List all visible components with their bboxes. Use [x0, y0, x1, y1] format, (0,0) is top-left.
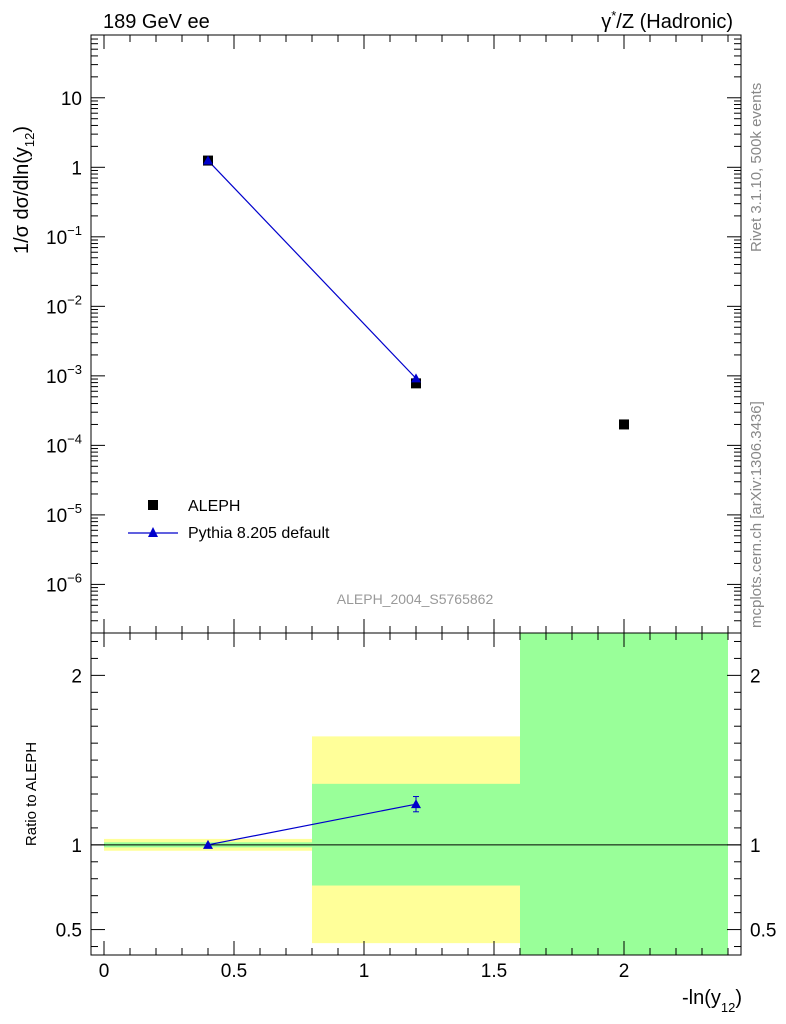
header-left-label: 189 GeV ee — [103, 11, 210, 33]
legend-aleph-label: ALEPH — [188, 498, 240, 515]
main-data-marks — [203, 155, 629, 430]
legend: ALEPH Pythia 8.205 default — [128, 498, 330, 542]
pythia-line — [207, 160, 417, 379]
ratio-x-tick-label: 1.5 — [481, 961, 507, 982]
main-panel: 10 1 10−1 10−2 10−3 10−4 10−5 10−6 1/σ dσ/dln(y… — [11, 34, 742, 634]
ratio-x-ticks: 0 0.5 1 1.5 2 — [99, 633, 729, 982]
legend-pythia-label: Pythia 8.205 default — [188, 525, 330, 542]
ratio-pythia-line — [207, 803, 417, 846]
ratio-x-tick-label: 2 — [619, 961, 630, 982]
legend-pythia-marker — [148, 527, 158, 537]
mcplots-url-label: mcplots.cern.ch [arXiv:1306.3436] — [748, 401, 765, 628]
pythia-point — [203, 155, 213, 165]
aleph-point — [411, 378, 421, 389]
main-y-tick-label: 10−2 — [46, 292, 82, 318]
ratio-y-tick-label-right: 1 — [750, 836, 761, 857]
ratio-x-tick-label: 0 — [99, 961, 110, 982]
ratio-frame — [90, 632, 742, 956]
main-y-tick-label: 10 — [61, 89, 82, 110]
main-y-tick-label: 10−4 — [46, 431, 82, 457]
ratio-panel: 0.5 0.5 1 1 2 2 0 0.5 1 1.5 2 Ratio to ALEPH -ln(… — [23, 632, 776, 1015]
ratio-bands — [104, 633, 728, 955]
main-y-ticks: 10 1 10−1 10−2 10−3 10−4 10−5 10−6 — [46, 34, 741, 634]
ratio-y-axis-label: Ratio to ALEPH — [23, 742, 40, 846]
ratio-y-tick-label: 2 — [71, 666, 82, 687]
main-y-tick-label: 1 — [71, 158, 82, 179]
ratio-data-marks — [203, 796, 421, 849]
legend-aleph-marker — [148, 500, 158, 510]
main-y-tick-label: 10−6 — [46, 570, 82, 596]
ratio-x-tick-label: 0.5 — [221, 961, 247, 982]
ratio-pythia-point — [411, 799, 421, 809]
main-y-axis-label: 1/σ dσ/dln(y12) — [11, 126, 37, 254]
main-y-tick-label: 10−5 — [46, 501, 82, 527]
analysis-watermark: ALEPH_2004_S5765862 — [337, 591, 494, 607]
ratio-y-tick-label-right: 0.5 — [750, 921, 776, 942]
ratio-y-tick-label-right: 2 — [750, 666, 761, 687]
ratio-x-tick-label: 1 — [359, 961, 370, 982]
ratio-pythia-point — [203, 839, 213, 849]
rivet-info-label: Rivet 3.1.10, 500k events — [748, 83, 765, 252]
main-y-tick-label: 10−3 — [46, 362, 82, 388]
ratio-y-tick-label: 1 — [71, 836, 82, 857]
ratio-x-axis-label: -ln(y12) — [682, 987, 742, 1015]
main-frame — [90, 34, 742, 634]
header-right-label: γ*/Z (Hadronic) — [601, 8, 733, 33]
aleph-point — [619, 419, 629, 430]
ratio-y-ticks: 0.5 0.5 1 1 2 2 — [56, 640, 776, 948]
ratio-band-inner — [520, 633, 728, 955]
pythia-point — [411, 373, 421, 383]
main-y-tick-label: 10−1 — [46, 223, 82, 249]
ratio-y-tick-label: 0.5 — [56, 921, 82, 942]
main-x-ticks — [103, 35, 729, 633]
